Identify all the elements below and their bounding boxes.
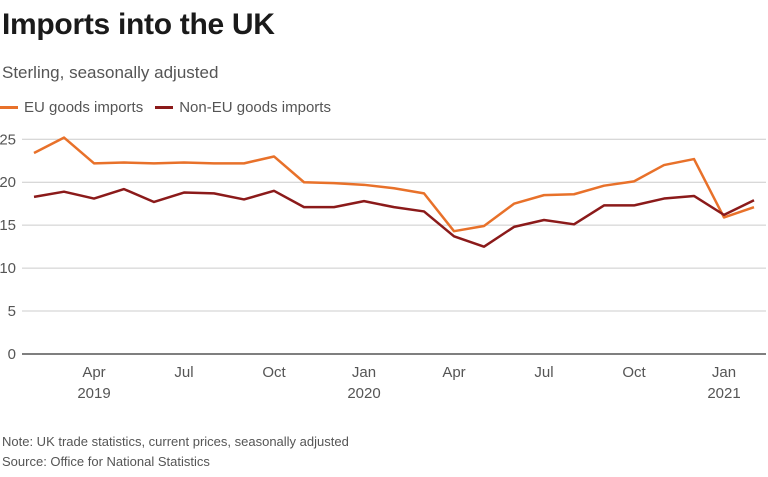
series-line-non-eu	[33, 187, 755, 248]
chart-subtitle: Sterling, seasonally adjusted	[2, 63, 219, 82]
x-tick-year-label: 2019	[77, 385, 110, 402]
footer: Note: UK trade statistics, current price…	[2, 432, 349, 472]
legend: EU goods imports Non-EU goods imports	[0, 99, 343, 116]
legend-item-eu: EU goods imports	[0, 99, 143, 116]
note-text: Note: UK trade statistics, current price…	[2, 434, 349, 449]
y-tick-label: 15	[0, 217, 16, 234]
x-axis-ticks: Apr 2019 Jul Oct Jan 2020 Apr Jul Oct Jan 2021	[77, 364, 740, 402]
x-tick-label: Jan	[352, 364, 376, 381]
x-tick-year-label: 2020	[347, 385, 380, 402]
legend-label-eu: EU goods imports	[24, 99, 144, 116]
y-tick-label: 20	[0, 174, 16, 191]
legend-item-non-eu: Non-EU goods imports	[155, 99, 331, 116]
y-tick-label: 25	[0, 131, 16, 148]
x-tick-label: Oct	[262, 364, 286, 381]
x-tick-label: Oct	[622, 364, 646, 381]
legend-swatch-eu	[0, 106, 18, 109]
y-tick-label: 5	[8, 303, 16, 320]
gridlines	[22, 138, 766, 355]
x-tick-year-label: 2021	[707, 385, 740, 402]
legend-swatch-non-eu	[155, 106, 174, 109]
series-lines	[33, 136, 755, 248]
series-line-eu	[33, 136, 755, 233]
x-tick-label: Jul	[534, 364, 553, 381]
x-tick-label: Apr	[442, 364, 465, 381]
y-tick-label: 0	[8, 346, 16, 363]
x-tick-label: Jan	[712, 364, 736, 381]
legend-label-non-eu: Non-EU goods imports	[179, 99, 331, 116]
source-text: Source: Office for National Statistics	[2, 454, 210, 469]
y-tick-label: 10	[0, 260, 16, 277]
y-axis-ticks: 0 5 10 15 20 25	[0, 131, 16, 363]
x-tick-label: Jul	[174, 364, 193, 381]
chart-title: Imports into the UK	[2, 8, 275, 41]
x-tick-label: Apr	[82, 364, 105, 381]
